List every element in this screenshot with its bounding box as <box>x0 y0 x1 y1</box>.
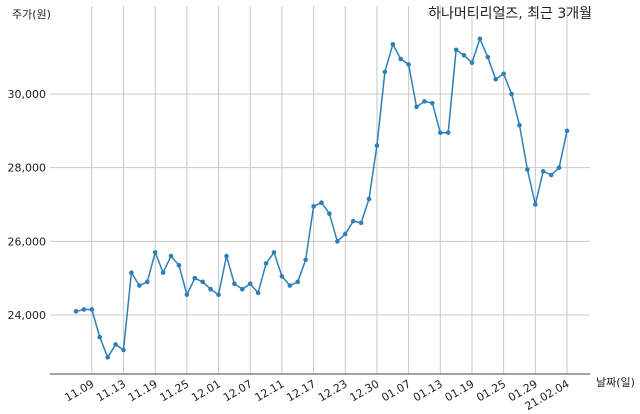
y-tick-label: 28,000 <box>8 162 47 175</box>
data-point <box>398 56 403 62</box>
data-point <box>73 309 79 314</box>
data-point <box>137 283 142 288</box>
x-tick-label: 12.30 <box>348 377 382 404</box>
data-point <box>358 220 364 226</box>
data-point <box>540 169 546 174</box>
x-tick-label: 01.13 <box>411 377 445 404</box>
y-tick-label: 30,000 <box>8 88 47 101</box>
x-tick-labels: 11.0911.1311.1911.2512.0112.0712.1112.17… <box>63 377 572 413</box>
x-tick-label: 12.17 <box>284 377 318 404</box>
data-point <box>192 275 198 281</box>
data-point <box>501 71 506 77</box>
data-point <box>105 355 110 360</box>
data-point <box>263 261 269 266</box>
data-point <box>509 91 514 97</box>
data-point <box>556 165 562 170</box>
data-point <box>240 286 245 292</box>
data-point <box>469 60 475 65</box>
data-point <box>121 347 126 353</box>
data-point <box>311 204 316 209</box>
data-point <box>390 41 396 47</box>
data-point <box>176 262 182 268</box>
data-point <box>287 283 293 288</box>
data-point <box>485 54 491 60</box>
x-tick-label: 12.11 <box>253 377 287 404</box>
data-point <box>81 307 87 312</box>
x-tick-label: 01.25 <box>474 377 508 404</box>
data-point <box>303 257 308 263</box>
data-point <box>160 270 166 275</box>
data-point <box>184 292 190 298</box>
data-point <box>374 143 380 148</box>
data-point <box>430 100 435 106</box>
x-tick-label: 01.07 <box>379 377 413 404</box>
data-point <box>548 172 554 178</box>
data-point <box>216 292 221 298</box>
data-point <box>342 231 348 237</box>
data-point <box>350 218 356 224</box>
x-axis-title: 날짜(일) <box>596 375 635 389</box>
data-point <box>461 53 467 58</box>
x-tick-label: 11.13 <box>94 377 128 404</box>
data-point <box>533 202 538 207</box>
y-tick-label: 26,000 <box>8 235 47 248</box>
x-tick-label: 01.19 <box>443 377 477 404</box>
data-point <box>437 130 443 135</box>
data-point <box>453 47 459 53</box>
data-point <box>232 281 237 286</box>
x-tick-label: 11.09 <box>63 377 97 404</box>
series-layer <box>73 36 570 360</box>
data-point <box>255 290 261 296</box>
data-point <box>493 76 499 82</box>
data-point <box>168 253 174 259</box>
data-point <box>208 286 213 292</box>
grid-layer <box>50 6 590 374</box>
data-point <box>366 196 372 202</box>
data-point <box>295 279 301 285</box>
data-point <box>224 253 229 259</box>
y-axis-title: 주가(원) <box>12 8 51 21</box>
y-tick-label: 24,000 <box>8 309 47 322</box>
data-point <box>517 123 522 128</box>
data-point <box>422 99 427 104</box>
data-point <box>525 167 530 172</box>
data-point <box>247 281 253 286</box>
data-point <box>477 36 483 42</box>
x-tick-label: 11.19 <box>126 377 160 404</box>
x-tick-label: 11.25 <box>158 377 192 404</box>
data-point <box>319 200 324 205</box>
y-tick-labels: 24,000 26,000 28,000 30,000 <box>8 88 47 322</box>
data-point <box>113 342 118 347</box>
data-point <box>564 128 570 134</box>
data-point <box>445 130 451 135</box>
data-point <box>406 62 411 67</box>
data-point <box>152 250 158 255</box>
data-point <box>89 307 95 312</box>
price-line <box>75 36 568 360</box>
chart-title: 하나머티리얼즈, 최근 3개월 <box>428 6 592 22</box>
x-tick-label: 12.23 <box>316 377 350 404</box>
data-point <box>414 104 419 110</box>
data-point <box>144 279 150 285</box>
data-point <box>200 279 206 285</box>
data-point <box>327 211 332 217</box>
x-tick-label: 12.01 <box>189 377 223 404</box>
data-point <box>279 274 285 279</box>
data-point <box>271 250 277 255</box>
data-point <box>382 69 388 75</box>
x-tick-label: 12.07 <box>221 377 255 404</box>
data-point <box>335 239 340 244</box>
data-point <box>129 270 134 275</box>
data-point <box>97 334 103 340</box>
